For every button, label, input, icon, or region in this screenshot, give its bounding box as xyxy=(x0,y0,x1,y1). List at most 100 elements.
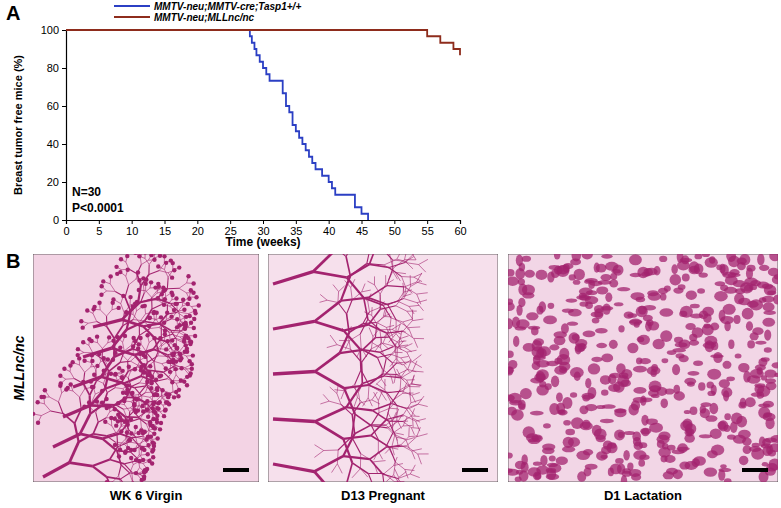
duct xyxy=(135,349,154,355)
bud xyxy=(150,461,154,465)
duct xyxy=(85,367,91,372)
bud xyxy=(71,360,75,364)
duct xyxy=(137,265,141,274)
duct xyxy=(402,277,406,288)
duct xyxy=(401,437,409,445)
duct xyxy=(83,384,89,396)
duct xyxy=(352,469,360,478)
duct xyxy=(367,254,371,264)
x-tick-mark xyxy=(427,220,428,224)
bud xyxy=(101,279,105,283)
duct xyxy=(417,303,424,311)
alveolus xyxy=(724,413,731,420)
duct xyxy=(134,398,146,403)
duct xyxy=(383,334,387,343)
duct xyxy=(162,304,170,306)
duct xyxy=(388,412,393,421)
histology-image xyxy=(268,254,498,482)
duct xyxy=(362,284,365,292)
duct xyxy=(410,465,415,474)
bud xyxy=(148,364,152,368)
x-axis-line xyxy=(67,221,461,225)
duct xyxy=(410,474,419,478)
alveolus xyxy=(763,412,772,417)
duct xyxy=(75,423,79,442)
duct xyxy=(405,262,419,264)
duct xyxy=(398,301,409,306)
duct xyxy=(411,428,414,435)
x-axis-title: Time (weeks) xyxy=(225,235,300,249)
duct xyxy=(315,407,346,421)
bud xyxy=(150,440,154,444)
bud xyxy=(114,265,118,269)
x-tick: 50 xyxy=(389,220,401,237)
alveolus xyxy=(508,452,513,458)
duct xyxy=(385,390,391,402)
duct xyxy=(335,254,346,257)
duct xyxy=(352,403,360,415)
alveolus xyxy=(549,344,559,350)
bud xyxy=(152,409,156,413)
duct xyxy=(136,437,138,444)
x-tick: 45 xyxy=(356,220,368,237)
duct xyxy=(70,372,74,379)
x-tick-label: 5 xyxy=(96,225,102,237)
bud xyxy=(149,254,153,257)
x-tick-label: 50 xyxy=(389,225,401,237)
duct xyxy=(320,294,327,300)
duct xyxy=(100,310,106,316)
bud xyxy=(103,420,107,424)
duct xyxy=(412,371,423,373)
duct xyxy=(401,445,412,451)
alveolus xyxy=(601,390,608,396)
bud xyxy=(176,394,180,398)
alveolus xyxy=(750,369,764,378)
duct xyxy=(386,418,395,425)
image-background xyxy=(508,254,778,482)
alveolus xyxy=(609,279,618,287)
duct xyxy=(418,453,429,454)
duct xyxy=(379,307,387,309)
duct xyxy=(154,351,158,361)
duct xyxy=(119,465,122,476)
duct xyxy=(315,353,340,371)
x-tick-mark xyxy=(394,220,395,224)
panel-label: B xyxy=(6,250,20,272)
duct xyxy=(395,433,398,441)
duct xyxy=(132,480,137,482)
duct xyxy=(341,391,344,399)
duct xyxy=(411,399,422,403)
alveolus xyxy=(684,378,696,385)
duct xyxy=(136,437,144,439)
bud xyxy=(178,358,182,362)
duct xyxy=(390,318,391,329)
duct xyxy=(373,330,379,337)
alveolus xyxy=(763,302,775,311)
duct xyxy=(80,414,90,434)
duct xyxy=(327,345,337,348)
duct xyxy=(371,413,379,425)
alveolus xyxy=(508,351,514,359)
duct xyxy=(130,465,134,473)
duct xyxy=(139,460,140,468)
duct xyxy=(167,288,179,289)
duct xyxy=(131,480,132,482)
duct xyxy=(407,379,415,380)
bud xyxy=(170,293,174,297)
duct xyxy=(177,306,182,312)
duct xyxy=(142,396,150,398)
duct xyxy=(44,404,50,411)
x-tick: 40 xyxy=(323,220,335,237)
alveolus xyxy=(636,358,642,365)
duct xyxy=(343,436,371,439)
alveolus xyxy=(596,286,608,294)
bud xyxy=(81,340,85,344)
duct xyxy=(124,376,141,383)
duct xyxy=(412,415,420,416)
bud xyxy=(162,254,166,258)
alveolus xyxy=(554,366,567,375)
duct xyxy=(126,276,129,285)
bud xyxy=(191,281,195,285)
duct xyxy=(93,320,122,327)
duct xyxy=(401,356,409,357)
